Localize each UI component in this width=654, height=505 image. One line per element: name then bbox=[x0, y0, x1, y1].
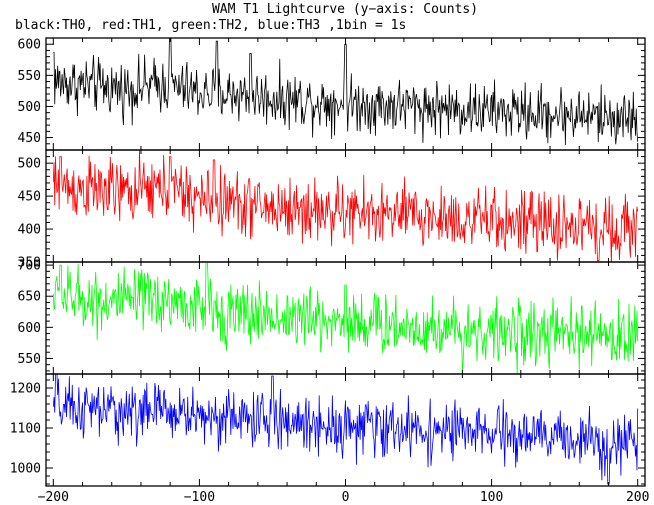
y-tick-label: 450 bbox=[18, 190, 41, 205]
y-tick-label: 600 bbox=[18, 321, 41, 336]
y-tick-label: 650 bbox=[18, 290, 41, 305]
y-tick-label: 550 bbox=[18, 69, 41, 84]
y-tick-label: 400 bbox=[18, 223, 41, 238]
series-line-TH2 bbox=[52, 262, 639, 374]
y-tick-label: 450 bbox=[18, 131, 41, 146]
panel-TH2: 550 600 650 700 bbox=[18, 259, 646, 375]
y-tick-label: 1000 bbox=[10, 462, 41, 477]
y-tick-label: 350 bbox=[18, 256, 41, 271]
x-tick-label: 200 bbox=[626, 490, 649, 505]
series-line-TH0 bbox=[53, 38, 639, 145]
y-tick-label: 1200 bbox=[10, 382, 41, 397]
y-tick-label: 500 bbox=[18, 100, 41, 115]
series-line-TH3 bbox=[52, 374, 639, 485]
y-tick-label: 500 bbox=[18, 157, 41, 172]
panel-frame bbox=[45, 37, 646, 151]
chart-title: WAM T1 Lightcurve (y−axis: Counts) bbox=[212, 2, 478, 17]
panels-group: 450 500 550 600 350 400 450 500 550 600 650 700 1000… bbox=[10, 37, 646, 487]
x-tick-label: 0 bbox=[342, 490, 350, 505]
y-tick-label: 700 bbox=[18, 259, 41, 274]
panel-TH1: 350 400 450 500 bbox=[18, 149, 646, 271]
panel-frame bbox=[45, 261, 646, 375]
y-tick-label: 600 bbox=[18, 38, 41, 53]
x-axis: −200 −100 0 100 200 bbox=[38, 490, 650, 505]
panel-TH0: 450 500 550 600 bbox=[18, 37, 646, 151]
panel-frame bbox=[45, 149, 646, 263]
y-tick-label: 1100 bbox=[10, 422, 41, 437]
x-tick-label: 100 bbox=[480, 490, 503, 505]
x-tick-label: −200 bbox=[38, 490, 69, 505]
y-tick-label: 550 bbox=[18, 352, 41, 367]
series-line-TH1 bbox=[52, 150, 639, 262]
chart-subtitle: black:TH0, red:TH1, green:TH2, blue:TH3 … bbox=[15, 18, 406, 33]
x-tick-label: −100 bbox=[184, 490, 215, 505]
panel-TH3: 1000 1100 1200 bbox=[10, 373, 646, 487]
